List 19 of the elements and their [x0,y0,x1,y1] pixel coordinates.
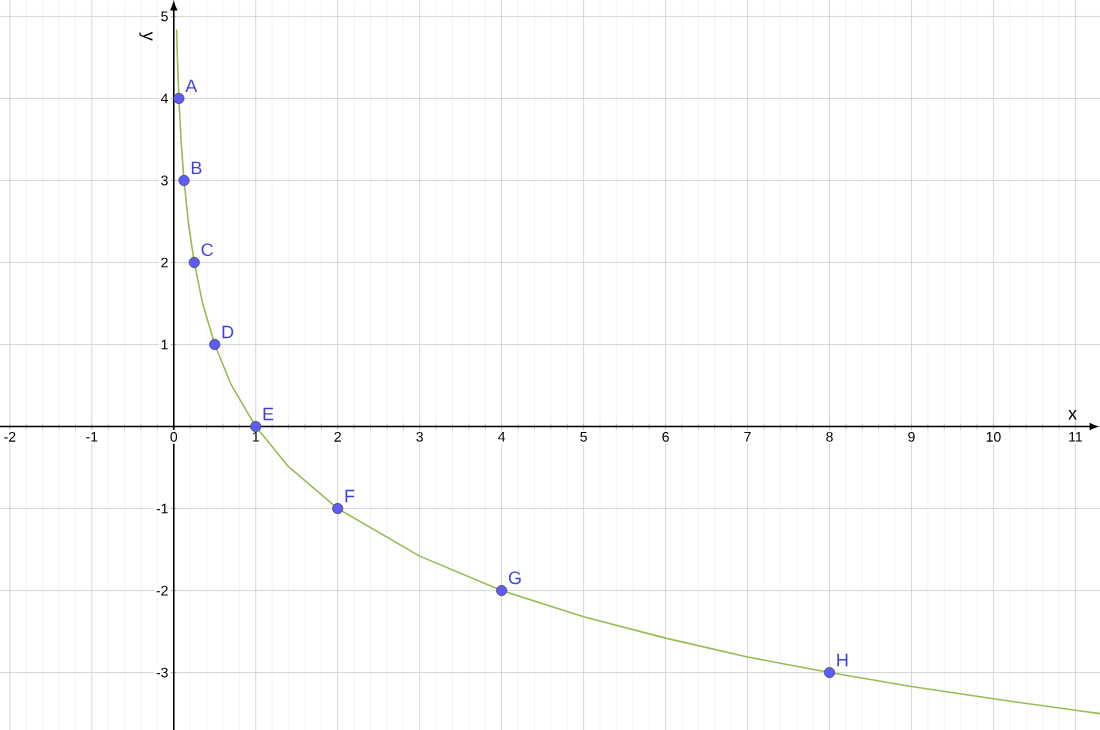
annotation: D [222,325,234,339]
annotation: C [201,243,213,257]
point [178,174,190,187]
y-axis-title: y [139,31,153,41]
point [209,338,221,351]
point [173,92,185,105]
annotation: H [837,653,848,667]
point [496,584,508,597]
point [332,502,344,515]
x-axis-title: x [1068,410,1077,420]
annotation: A [185,79,198,93]
line-series [175,28,1100,715]
annotation: G [508,571,521,585]
annotation: F [345,489,355,503]
annotation: B [191,161,202,175]
annotation: E [263,407,274,421]
point [188,256,200,269]
point [823,667,836,679]
point [250,420,262,433]
